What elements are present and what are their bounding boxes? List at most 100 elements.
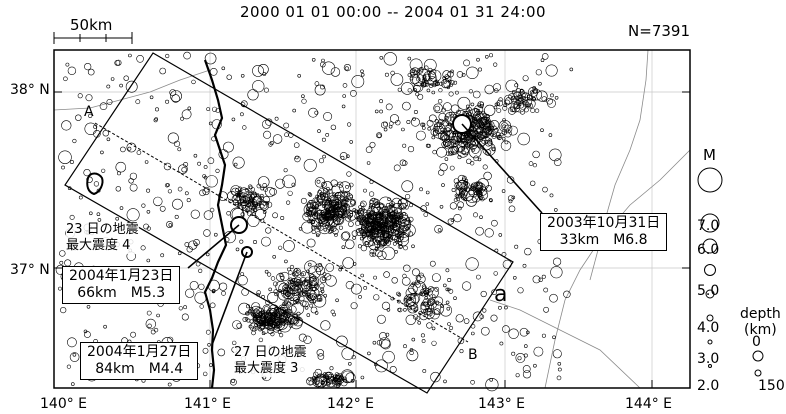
earthquake-marker — [262, 72, 267, 76]
earthquake-marker — [498, 97, 503, 102]
earthquake-marker — [438, 88, 443, 93]
earthquake-marker — [140, 245, 146, 251]
earthquake-marker — [300, 271, 306, 277]
earthquake-marker — [311, 220, 316, 225]
earthquake-marker — [427, 126, 432, 131]
earthquake-marker — [277, 288, 282, 293]
earthquake-marker — [85, 94, 93, 102]
earthquake-marker — [269, 188, 277, 196]
earthquake-marker — [233, 162, 238, 167]
earthquake-marker — [361, 232, 367, 238]
earthquake-marker — [289, 297, 294, 302]
earthquake-marker — [538, 277, 543, 282]
earthquake-marker — [302, 212, 311, 221]
earthquake-marker — [177, 186, 183, 192]
earthquake-marker — [508, 328, 519, 339]
earthquake-marker — [523, 353, 528, 358]
earthquake-marker — [408, 216, 414, 223]
earthquake-marker — [305, 202, 315, 211]
earthquake-marker — [319, 276, 327, 284]
earthquake-marker — [65, 62, 70, 67]
earthquake-marker — [320, 212, 325, 216]
lake-shape — [86, 172, 104, 196]
earthquake-marker — [415, 282, 421, 288]
earthquake-marker — [508, 125, 518, 136]
earthquake-marker — [277, 330, 282, 334]
earthquake-marker — [466, 158, 472, 165]
earthquake-marker — [393, 237, 399, 243]
earthquake-marker — [69, 160, 74, 165]
earthquake-marker — [343, 63, 352, 72]
earthquake-marker — [409, 350, 414, 355]
earthquake-marker — [438, 118, 445, 126]
earthquake-marker — [356, 210, 361, 215]
earthquake-marker — [72, 352, 77, 357]
earthquake-marker — [203, 371, 208, 377]
lon-label-144: 144° E — [625, 396, 673, 412]
earthquake-marker — [259, 201, 270, 211]
earthquake-marker — [282, 174, 296, 189]
earthquake-marker — [286, 200, 291, 205]
earthquake-marker — [420, 301, 430, 311]
earthquake-marker — [477, 103, 482, 108]
earthquake-marker — [256, 312, 263, 319]
earthquake-marker — [403, 223, 410, 230]
earthquake-marker — [457, 96, 471, 110]
earthquake-marker — [226, 211, 231, 216]
earthquake-marker — [397, 307, 403, 313]
earthquake-marker — [553, 208, 558, 212]
earthquake-marker — [451, 136, 455, 141]
note-quake-23: 23 日の地震 最大震度 4 — [66, 222, 139, 254]
earthquake-marker — [325, 132, 330, 137]
earthquake-marker — [417, 67, 424, 74]
earthquake-marker — [100, 150, 104, 155]
earthquake-marker — [294, 155, 301, 163]
earthquake-marker — [280, 216, 285, 221]
earthquake-marker — [203, 165, 208, 169]
earthquake-marker — [168, 223, 173, 227]
earthquake-marker — [232, 340, 237, 346]
earthquake-marker — [449, 202, 458, 210]
earthquake-marker — [422, 77, 427, 81]
earthquake-marker — [205, 252, 210, 257]
earthquake-marker — [423, 58, 437, 72]
earthquake-marker — [240, 199, 244, 203]
earthquake-marker — [312, 376, 316, 381]
earthquake-marker — [488, 53, 493, 58]
earthquake-marker — [452, 133, 457, 137]
earthquake-marker — [489, 198, 493, 203]
earthquake-marker — [479, 129, 490, 139]
earthquake-marker — [186, 198, 191, 203]
earthquake-marker — [426, 88, 431, 93]
earthquake-marker — [268, 142, 273, 147]
earthquake-marker — [242, 196, 247, 201]
earthquake-marker — [209, 302, 216, 309]
earthquake-marker — [377, 250, 387, 260]
earthquake-marker — [450, 104, 460, 113]
earthquake-marker — [356, 216, 361, 220]
earthquake-marker — [327, 381, 331, 386]
earthquake-marker — [385, 103, 393, 111]
earthquake-marker — [532, 163, 538, 168]
earthquake-marker — [402, 160, 408, 166]
earthquake-marker — [426, 119, 434, 127]
earthquake-marker — [380, 121, 388, 129]
earthquake-marker — [345, 281, 354, 290]
profile-end-label: B — [468, 347, 478, 363]
earthquake-marker — [493, 62, 498, 67]
earthquake-marker — [341, 245, 346, 249]
earthquake-marker — [340, 208, 346, 214]
earthquake-marker — [469, 108, 480, 119]
earthquake-marker — [557, 361, 562, 366]
earthquake-marker — [316, 295, 323, 301]
earthquake-marker — [397, 299, 401, 304]
earthquake-marker — [119, 83, 123, 88]
earthquake-marker — [266, 201, 273, 208]
earthquake-marker — [447, 218, 454, 225]
earthquake-marker — [209, 207, 215, 213]
earthquake-marker — [194, 291, 207, 304]
earthquake-marker — [308, 107, 318, 118]
earthquake-marker — [193, 153, 198, 158]
earthquake-marker — [237, 275, 248, 286]
earthquake-marker — [369, 197, 379, 207]
